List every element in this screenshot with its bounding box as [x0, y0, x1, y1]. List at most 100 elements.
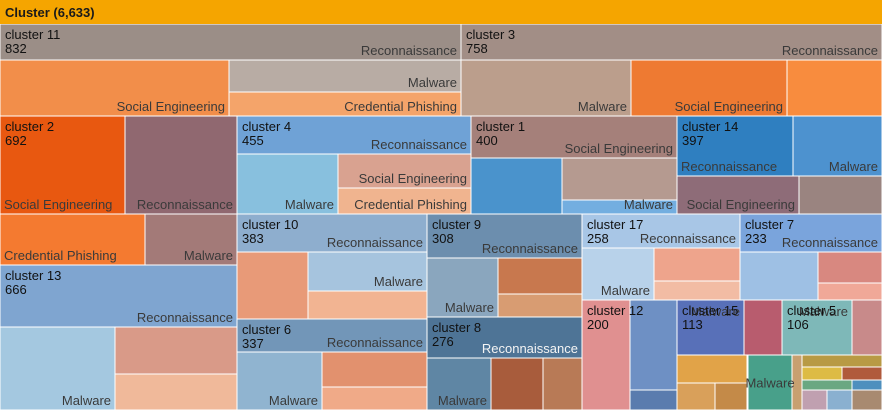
- cell-label: Malware: [578, 99, 627, 114]
- treemap-cell[interactable]: [786, 59, 882, 117]
- treemap-cell[interactable]: [676, 175, 800, 215]
- cluster-name-label: cluster 4: [242, 119, 291, 134]
- treemap-cell[interactable]: [747, 354, 793, 410]
- cluster-count-label: 692: [5, 133, 27, 148]
- treemap-cell[interactable]: [851, 299, 882, 356]
- treemap-cell[interactable]: [0, 59, 230, 117]
- treemap-cell[interactable]: [114, 373, 238, 410]
- treemap-cell[interactable]: [321, 386, 428, 410]
- treemap-cell[interactable]: [817, 251, 882, 284]
- minor-cluster-cell: [714, 382, 748, 410]
- treemap-cell[interactable]: [321, 351, 428, 388]
- treemap-cell[interactable]: [337, 187, 472, 215]
- treemap-cell[interactable]: [0, 326, 116, 410]
- treemap-cell[interactable]: [629, 389, 678, 410]
- treemap-cell[interactable]: [236, 153, 339, 215]
- cell-label: Malware: [745, 376, 794, 391]
- treemap-cell[interactable]: [144, 213, 238, 266]
- cell-label: Reconnaissance: [681, 159, 777, 174]
- cell-label: Malware: [184, 248, 233, 263]
- treemap-cell[interactable]: [470, 115, 678, 159]
- cell-label: Social Engineering: [4, 197, 112, 212]
- treemap-cell[interactable]: [236, 115, 472, 155]
- treemap-cell[interactable]: [743, 299, 783, 356]
- minor-cluster-cell: [851, 389, 882, 410]
- cell-label: Social Engineering: [675, 99, 783, 114]
- treemap-cell[interactable]: [653, 247, 741, 282]
- treemap-cell[interactable]: [236, 351, 323, 410]
- cell-label: Malware: [269, 393, 318, 408]
- treemap-cell[interactable]: [490, 357, 544, 410]
- cluster-count-label: 308: [432, 231, 454, 246]
- treemap-cell[interactable]: [236, 251, 309, 320]
- cluster-name-label: cluster 5: [787, 303, 836, 318]
- cluster-name-label: cluster 2: [5, 119, 54, 134]
- cluster-count-label: 397: [682, 133, 704, 148]
- treemap-cell[interactable]: [676, 115, 794, 177]
- cell-label: Credential Phishing: [4, 248, 117, 263]
- cell-label: Reconnaissance: [782, 235, 878, 250]
- minor-cluster-cell: [801, 354, 882, 368]
- cell-label: Social Engineering: [359, 171, 467, 186]
- treemap-cell[interactable]: [337, 153, 472, 189]
- treemap-cell[interactable]: [581, 213, 741, 249]
- minor-cluster-cell: [676, 382, 716, 410]
- treemap-cell[interactable]: [426, 357, 492, 410]
- treemap-cell[interactable]: [542, 357, 583, 410]
- root-header-label: Cluster (6,633): [5, 5, 95, 20]
- treemap-cell[interactable]: [236, 318, 428, 353]
- cluster-name-label: cluster 15: [682, 303, 738, 318]
- treemap-cell[interactable]: [307, 251, 428, 292]
- cell-label: Malware: [691, 304, 740, 319]
- cell-label: Reconnaissance: [371, 137, 467, 152]
- cluster-count-label: 113: [682, 317, 703, 332]
- cell-label: Reconnaissance: [482, 241, 578, 256]
- cluster-name-label: cluster 17: [587, 217, 643, 232]
- cluster-name-label: cluster 7: [745, 217, 794, 232]
- treemap-cell[interactable]: [307, 290, 428, 320]
- treemap-cell[interactable]: [0, 213, 146, 266]
- cluster-name-label: cluster 14: [682, 119, 738, 134]
- treemap-cell[interactable]: [676, 299, 745, 356]
- treemap-cell[interactable]: [739, 213, 882, 253]
- treemap-cell[interactable]: [792, 115, 882, 177]
- minor-cluster-cell: [676, 354, 748, 384]
- treemap-cell[interactable]: [497, 293, 583, 318]
- treemap-cell[interactable]: [236, 213, 428, 253]
- cell-label: Malware: [438, 393, 487, 408]
- cell-label: Reconnaissance: [361, 43, 457, 58]
- treemap-cell[interactable]: [581, 247, 655, 301]
- cell-label: Malware: [408, 75, 457, 90]
- treemap-cell[interactable]: [817, 282, 882, 301]
- cell-label: Social Engineering: [117, 99, 225, 114]
- treemap-cell[interactable]: [228, 91, 462, 117]
- treemap-cell[interactable]: [653, 280, 741, 301]
- cell-label: Reconnaissance: [327, 335, 423, 350]
- treemap-cell[interactable]: [114, 326, 238, 375]
- treemap-cell[interactable]: [426, 316, 583, 359]
- minor-cluster-cell: [841, 366, 882, 381]
- cell-label: Credential Phishing: [344, 99, 457, 114]
- treemap-cell[interactable]: [798, 175, 882, 215]
- treemap-cell[interactable]: [0, 115, 126, 215]
- cell-label: Reconnaissance: [137, 310, 233, 325]
- cell-label: Reconnaissance: [782, 43, 878, 58]
- cluster-count-label: 832: [5, 41, 27, 56]
- cluster-count-label: 106: [787, 317, 809, 332]
- cluster-name-label: cluster 3: [466, 27, 515, 42]
- cluster-name-label: cluster 10: [242, 217, 298, 232]
- treemap-cell[interactable]: [781, 299, 853, 356]
- cell-label: Reconnaissance: [482, 341, 578, 356]
- cluster-count-label: 233: [745, 231, 767, 246]
- treemap-cell[interactable]: [739, 251, 819, 301]
- treemap-cell[interactable]: [561, 157, 678, 201]
- cluster-count-label: 200: [587, 317, 609, 332]
- cell-label: Malware: [285, 197, 334, 212]
- treemap-cell[interactable]: [497, 257, 583, 295]
- minor-cluster-cell: [801, 389, 828, 410]
- treemap-cell[interactable]: [470, 157, 563, 215]
- cell-label: Malware: [445, 300, 494, 315]
- cell-label: Social Engineering: [687, 197, 795, 212]
- cluster-name-label: cluster 12: [587, 303, 643, 318]
